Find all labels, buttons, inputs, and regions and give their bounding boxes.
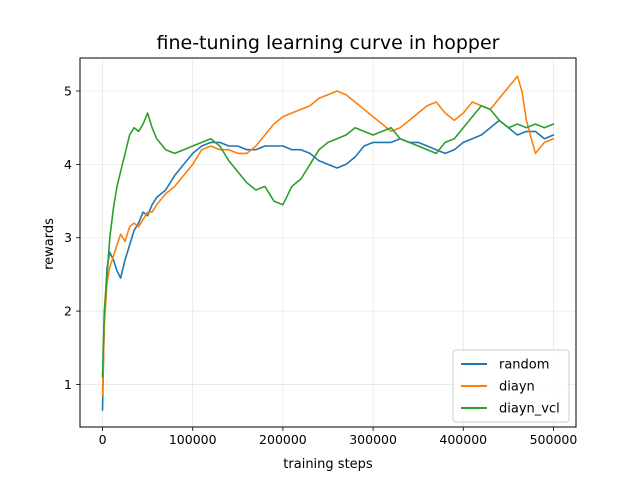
axis-ticks: 0 100000 200000 300000 400000 500000 1 2 3 4 5 bbox=[64, 84, 577, 447]
legend-box bbox=[452, 349, 570, 423]
x-tick-label: 400000 bbox=[439, 432, 487, 447]
y-tick-label: 1 bbox=[64, 377, 72, 392]
chart-title: fine-tuning learning curve in hopper bbox=[157, 32, 500, 54]
x-tick-label: 100000 bbox=[169, 432, 217, 447]
x-tick-label: 300000 bbox=[349, 432, 397, 447]
y-axis-label: rewards bbox=[42, 218, 57, 270]
y-tick-label: 3 bbox=[64, 230, 72, 245]
series-line-diayn bbox=[101, 75, 555, 397]
plot-frame bbox=[79, 57, 577, 428]
legend-label-diayn-vcl: diayn_vcl bbox=[499, 402, 560, 417]
legend: random diayn diayn_vcl bbox=[452, 349, 570, 423]
x-tick-label: 200000 bbox=[259, 432, 307, 447]
x-tick-label: 500000 bbox=[530, 432, 578, 447]
y-tick-label: 2 bbox=[64, 304, 72, 319]
y-tick-label: 5 bbox=[64, 84, 72, 99]
legend-label-diayn: diayn bbox=[499, 380, 535, 395]
series-lines bbox=[101, 75, 555, 411]
x-tick-label: 0 bbox=[99, 432, 107, 447]
x-axis-label: training steps bbox=[283, 457, 373, 472]
y-tick-label: 4 bbox=[64, 157, 72, 172]
legend-label-random: random bbox=[499, 358, 549, 373]
series-line-diayn-vcl bbox=[101, 104, 555, 378]
